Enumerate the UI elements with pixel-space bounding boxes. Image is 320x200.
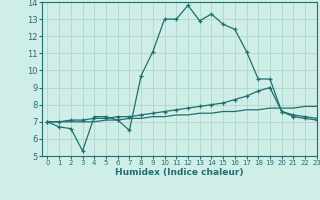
X-axis label: Humidex (Indice chaleur): Humidex (Indice chaleur) xyxy=(115,168,244,177)
